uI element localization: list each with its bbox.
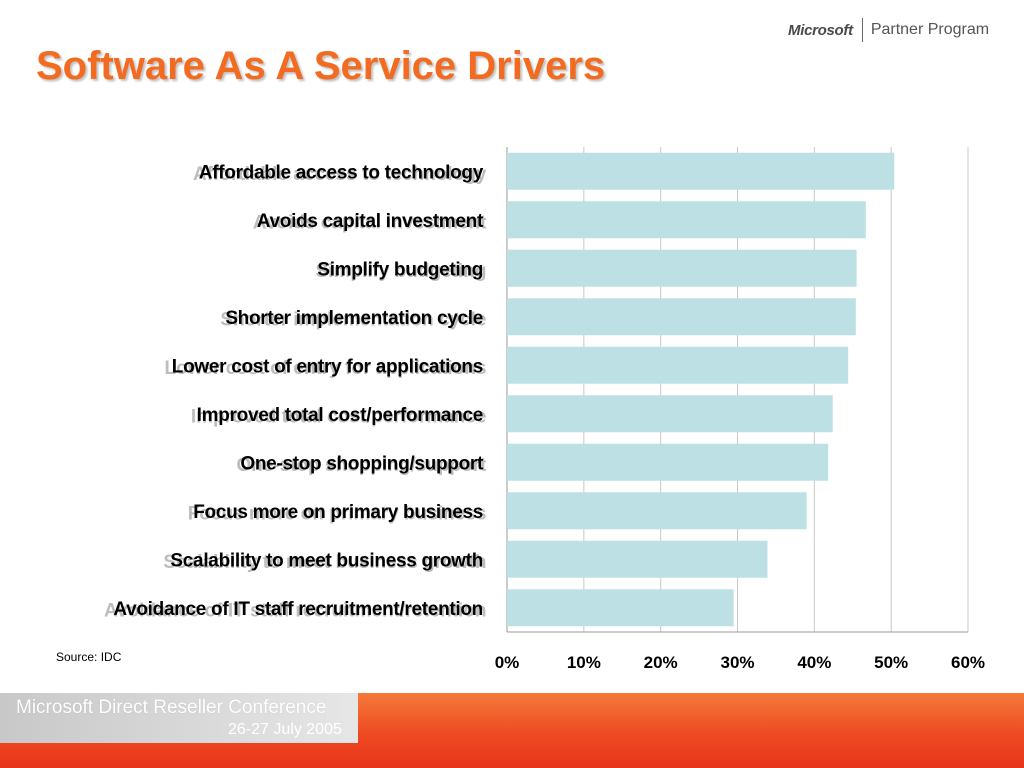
category-label: Scalability to meet business growth (170, 550, 483, 571)
category-label-shadow: Focus more on primary business (188, 503, 487, 524)
conference-dates: 26-27 July 2005 (228, 721, 342, 738)
partner-program-logo: Microsoft Partner Program (788, 18, 989, 42)
category-label-shadow: Avoidance of IT staff recruitment/retent… (104, 600, 487, 621)
x-tick-label: 60% (951, 653, 985, 672)
bar (507, 298, 856, 336)
x-tick-label: 40% (797, 653, 831, 672)
partner-program-text: Partner Program (870, 21, 990, 38)
bar-chart: Affordable access to technologyAffordabl… (104, 147, 985, 672)
category-label-shadow: Improved total cost/performance (191, 406, 487, 427)
slide-title: Software As A Service Drivers (36, 44, 606, 88)
category-label: One-stop shopping/support (240, 453, 484, 474)
category-label-shadow: Affordable access to technology (193, 164, 487, 185)
bar (507, 492, 807, 530)
x-tick-label: 0% (495, 653, 520, 672)
logo-divider (861, 18, 863, 42)
x-tick-label: 20% (644, 653, 678, 672)
conference-banner (0, 693, 358, 743)
bar (507, 443, 829, 481)
bar (507, 540, 768, 578)
category-label: Avoidance of IT staff recruitment/retent… (113, 599, 483, 620)
category-label: Simplify budgeting (317, 259, 483, 280)
category-label: Lower cost of entry for applications (172, 356, 483, 377)
x-tick-label: 30% (720, 653, 754, 672)
category-label: Focus more on primary business (193, 502, 483, 523)
category-label-shadow: One-stop shopping/support (236, 455, 487, 476)
bar (507, 346, 849, 384)
x-tick-label: 50% (874, 653, 908, 672)
footer-band: Microsoft Direct Reseller Conference 26-… (0, 693, 1024, 768)
bar (507, 249, 857, 287)
source-note: Source: IDC (56, 650, 122, 664)
category-label-shadow: Lower cost of entry for applications (165, 358, 487, 379)
category-label-shadow: Simplify budgeting (316, 261, 487, 282)
category-label: Affordable access to technology (199, 162, 484, 183)
category-label: Improved total cost/performance (197, 405, 483, 426)
category-label-shadow: Avoids capital investment (253, 212, 487, 233)
bar (507, 395, 833, 433)
microsoft-logo-text: Microsoft (788, 21, 853, 39)
category-label-shadow: Shorter implementation cycle (220, 309, 486, 330)
category-label-shadow: Scalability to meet business growth (163, 552, 486, 573)
category-label: Shorter implementation cycle (225, 308, 483, 329)
bar (507, 589, 734, 627)
conference-name: Microsoft Direct Reseller Conference (16, 697, 327, 718)
x-tick-label: 10% (567, 653, 601, 672)
category-label: Avoids capital investment (257, 211, 484, 232)
bar (507, 152, 895, 190)
bar (507, 201, 866, 239)
